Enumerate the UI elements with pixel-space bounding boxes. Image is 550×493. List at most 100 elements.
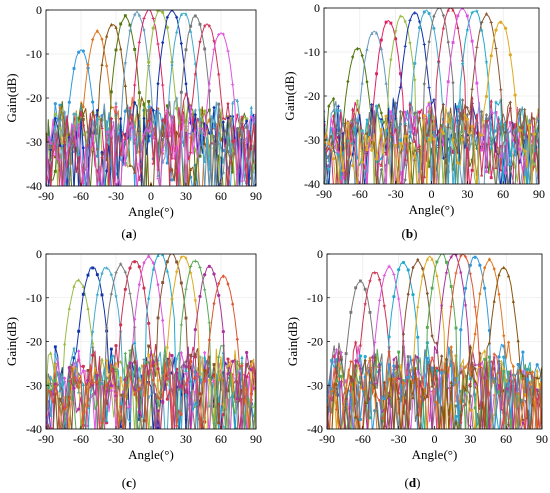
data-point xyxy=(444,356,449,361)
data-point xyxy=(401,381,406,386)
data-point xyxy=(156,42,160,46)
data-point xyxy=(188,402,193,407)
data-point xyxy=(203,188,207,192)
data-point xyxy=(128,349,132,353)
data-point xyxy=(170,178,174,182)
data-point xyxy=(368,356,372,361)
data-point xyxy=(331,148,336,153)
data-point xyxy=(497,382,501,387)
data-point xyxy=(165,397,169,401)
data-point xyxy=(382,273,386,278)
data-point xyxy=(151,352,156,357)
data-point xyxy=(449,380,453,384)
data-point xyxy=(72,346,76,351)
data-point xyxy=(63,154,67,158)
data-point xyxy=(105,158,109,162)
data-point xyxy=(114,101,118,106)
data-point xyxy=(123,109,127,113)
data-point xyxy=(109,154,114,159)
data-point xyxy=(96,189,99,192)
data-point xyxy=(487,257,492,262)
data-point xyxy=(151,390,156,395)
data-point xyxy=(179,140,183,144)
data-point xyxy=(101,189,104,192)
data-point xyxy=(324,128,326,132)
data-point xyxy=(198,188,201,192)
data-point xyxy=(109,22,113,27)
data-point xyxy=(468,384,472,389)
data-point xyxy=(114,369,118,374)
data-point xyxy=(198,431,201,435)
data-point xyxy=(193,71,198,76)
data-point xyxy=(427,128,431,132)
data-point xyxy=(170,167,174,171)
data-point xyxy=(109,384,113,388)
data-point xyxy=(344,388,348,393)
data-point xyxy=(416,304,420,309)
data-point xyxy=(123,14,127,18)
data-point xyxy=(422,134,426,138)
data-point xyxy=(129,432,132,435)
data-point xyxy=(147,344,151,348)
data-point xyxy=(160,160,165,165)
data-point xyxy=(480,148,484,152)
data-point xyxy=(49,142,53,146)
data-point xyxy=(331,157,336,161)
data-point xyxy=(349,431,352,435)
data-point xyxy=(207,337,211,342)
data-point xyxy=(370,103,374,107)
data-point xyxy=(394,101,398,106)
data-point xyxy=(128,374,132,379)
data-point xyxy=(189,24,193,28)
data-point xyxy=(142,419,146,423)
data-point xyxy=(193,401,197,405)
data-point xyxy=(451,80,455,85)
data-point xyxy=(165,15,169,20)
data-point xyxy=(391,357,396,362)
panel-label: (a) xyxy=(121,226,136,241)
data-point xyxy=(151,26,155,30)
data-point xyxy=(470,141,475,146)
data-point xyxy=(418,110,421,114)
data-point xyxy=(77,50,81,54)
data-point xyxy=(235,140,240,146)
data-point xyxy=(523,156,527,159)
data-point xyxy=(451,146,455,151)
data-point xyxy=(236,189,239,192)
data-point xyxy=(382,397,386,401)
data-point xyxy=(384,81,388,85)
data-point xyxy=(468,263,472,267)
data-point xyxy=(532,161,537,166)
data-point xyxy=(483,432,486,435)
data-point xyxy=(179,365,183,369)
data-point xyxy=(161,40,165,45)
beam-series-line xyxy=(327,258,542,429)
data-point xyxy=(330,389,334,394)
data-point xyxy=(463,302,468,307)
data-point xyxy=(374,157,379,161)
data-point xyxy=(208,431,211,435)
data-point xyxy=(454,254,458,257)
y-tick-label: -10 xyxy=(304,45,320,59)
data-point xyxy=(494,129,498,133)
data-point xyxy=(147,382,151,387)
data-point xyxy=(468,408,472,412)
data-point xyxy=(440,371,444,375)
data-point xyxy=(133,83,137,87)
data-point xyxy=(484,59,489,64)
data-point xyxy=(444,270,449,275)
data-point xyxy=(489,146,494,151)
data-point xyxy=(506,340,511,345)
data-point xyxy=(217,421,221,425)
data-point xyxy=(119,262,123,266)
data-point xyxy=(422,174,426,179)
data-point xyxy=(540,367,542,371)
data-point xyxy=(480,20,484,25)
data-point xyxy=(123,351,127,355)
data-point xyxy=(114,293,118,298)
y-tick-label: -40 xyxy=(26,422,42,436)
x-tick-label: 90 xyxy=(533,187,545,201)
data-point xyxy=(170,296,174,301)
data-point xyxy=(226,363,230,368)
data-point xyxy=(463,255,468,259)
